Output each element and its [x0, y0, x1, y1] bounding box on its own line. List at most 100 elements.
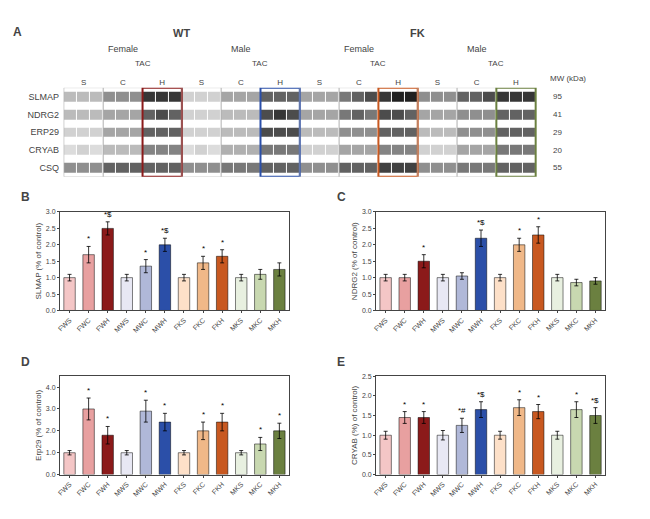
svg-text:MWC: MWC	[132, 481, 149, 498]
svg-text:FKC: FKC	[191, 481, 206, 496]
svg-text:2.5: 2.5	[46, 225, 56, 232]
svg-text:0.0: 0.0	[362, 307, 372, 314]
svg-text:FWS: FWS	[373, 481, 389, 497]
svg-text:*: *	[259, 425, 262, 434]
svg-text:TAC: TAC	[252, 59, 268, 68]
svg-text:*: *	[403, 400, 406, 409]
svg-text:FKC: FKC	[507, 481, 522, 496]
svg-text:H: H	[159, 78, 165, 87]
svg-text:*: *	[106, 414, 109, 423]
svg-text:MKS: MKS	[229, 316, 245, 332]
svg-text:*$: *$	[104, 210, 112, 219]
svg-text:MKC: MKC	[248, 317, 264, 333]
svg-text:*: *	[144, 248, 147, 257]
svg-text:ERP29: ERP29	[30, 127, 59, 137]
svg-text:FWS: FWS	[57, 481, 73, 497]
svg-text:1.5: 1.5	[46, 258, 56, 265]
svg-text:*: *	[518, 388, 521, 397]
svg-text:*$: *$	[477, 390, 485, 399]
svg-text:Erp29 (% of control): Erp29 (% of control)	[34, 389, 43, 460]
svg-text:MKH: MKH	[583, 481, 599, 497]
svg-text:FWC: FWC	[392, 317, 408, 333]
svg-text:FWS: FWS	[57, 316, 73, 332]
svg-text:0.5: 0.5	[46, 291, 56, 298]
svg-text:*: *	[163, 401, 166, 410]
svg-text:MWH: MWH	[151, 481, 168, 498]
svg-text:20: 20	[553, 146, 562, 155]
svg-text:FWC: FWC	[76, 481, 92, 497]
svg-text:FKC: FKC	[191, 317, 206, 332]
svg-text:1.0: 1.0	[362, 274, 372, 281]
svg-text:MKH: MKH	[267, 317, 283, 333]
svg-text:B: B	[21, 190, 30, 204]
svg-text:MWH: MWH	[467, 481, 484, 498]
svg-text:*$: *$	[477, 218, 485, 227]
svg-text:TAC: TAC	[488, 59, 504, 68]
svg-text:MWS: MWS	[429, 316, 446, 333]
svg-text:*: *	[537, 215, 540, 224]
svg-text:3.0: 3.0	[46, 208, 56, 215]
svg-text:MKC: MKC	[564, 481, 580, 497]
svg-text:2.0: 2.0	[362, 392, 372, 399]
svg-text:1.0: 1.0	[46, 274, 56, 281]
svg-text:CSQ: CSQ	[39, 163, 59, 173]
svg-text:2.0: 2.0	[362, 241, 372, 248]
svg-text:H: H	[277, 78, 283, 87]
svg-text:FWH: FWH	[95, 481, 111, 497]
svg-text:FWC: FWC	[392, 481, 408, 497]
svg-text:0.5: 0.5	[362, 451, 372, 458]
svg-text:Female: Female	[108, 44, 138, 54]
svg-text:MKH: MKH	[583, 317, 599, 333]
svg-text:MKS: MKS	[545, 481, 561, 497]
svg-text:MWH: MWH	[151, 317, 168, 334]
svg-text:2.0: 2.0	[46, 241, 56, 248]
svg-text:TAC: TAC	[135, 59, 151, 68]
svg-text:FKS: FKS	[173, 316, 188, 331]
svg-text:*#: *#	[458, 406, 466, 415]
svg-text:FK: FK	[410, 27, 425, 39]
svg-text:Male: Male	[231, 44, 251, 54]
svg-text:MWC: MWC	[448, 481, 465, 498]
svg-text:MW (kDa): MW (kDa)	[550, 74, 586, 83]
svg-text:C: C	[120, 78, 126, 87]
svg-text:FKS: FKS	[489, 481, 504, 496]
svg-text:FKS: FKS	[173, 481, 188, 496]
svg-text:MWS: MWS	[113, 316, 130, 333]
svg-text:*: *	[278, 411, 281, 420]
svg-text:H: H	[513, 78, 519, 87]
svg-text:MKC: MKC	[248, 481, 264, 497]
svg-text:TAC: TAC	[370, 59, 386, 68]
svg-text:MWH: MWH	[467, 317, 484, 334]
svg-text:E: E	[337, 355, 345, 369]
svg-text:C: C	[474, 78, 480, 87]
svg-text:NDRG2 (% of control): NDRG2 (% of control)	[350, 222, 359, 300]
svg-text:CRYAB: CRYAB	[29, 145, 59, 155]
svg-text:FWH: FWH	[411, 317, 427, 333]
svg-text:*: *	[537, 393, 540, 402]
svg-text:FKH: FKH	[527, 317, 542, 332]
svg-text:2.5: 2.5	[362, 373, 372, 380]
svg-text:MKS: MKS	[545, 316, 561, 332]
svg-text:2.5: 2.5	[362, 225, 372, 232]
svg-text:2.0: 2.0	[46, 427, 56, 434]
svg-text:55: 55	[553, 163, 562, 172]
svg-text:D: D	[21, 355, 30, 369]
svg-text:FKH: FKH	[527, 481, 542, 496]
svg-text:S: S	[435, 78, 440, 87]
svg-text:*: *	[422, 400, 425, 409]
svg-text:NDRG2: NDRG2	[27, 110, 59, 120]
svg-text:29: 29	[553, 128, 562, 137]
svg-text:FKH: FKH	[210, 481, 225, 496]
svg-text:MWS: MWS	[113, 481, 130, 498]
svg-text:*$: *$	[161, 226, 169, 235]
svg-text:Female: Female	[344, 44, 374, 54]
svg-text:0.0: 0.0	[362, 471, 372, 478]
svg-text:SLMAP: SLMAP	[28, 92, 59, 102]
svg-text:1.0: 1.0	[46, 449, 56, 456]
svg-text:FWH: FWH	[411, 481, 427, 497]
svg-text:MWC: MWC	[132, 317, 149, 334]
svg-text:*: *	[422, 243, 425, 252]
svg-text:4.0: 4.0	[46, 384, 56, 391]
svg-text:WT: WT	[173, 27, 190, 39]
svg-text:*: *	[221, 401, 224, 410]
